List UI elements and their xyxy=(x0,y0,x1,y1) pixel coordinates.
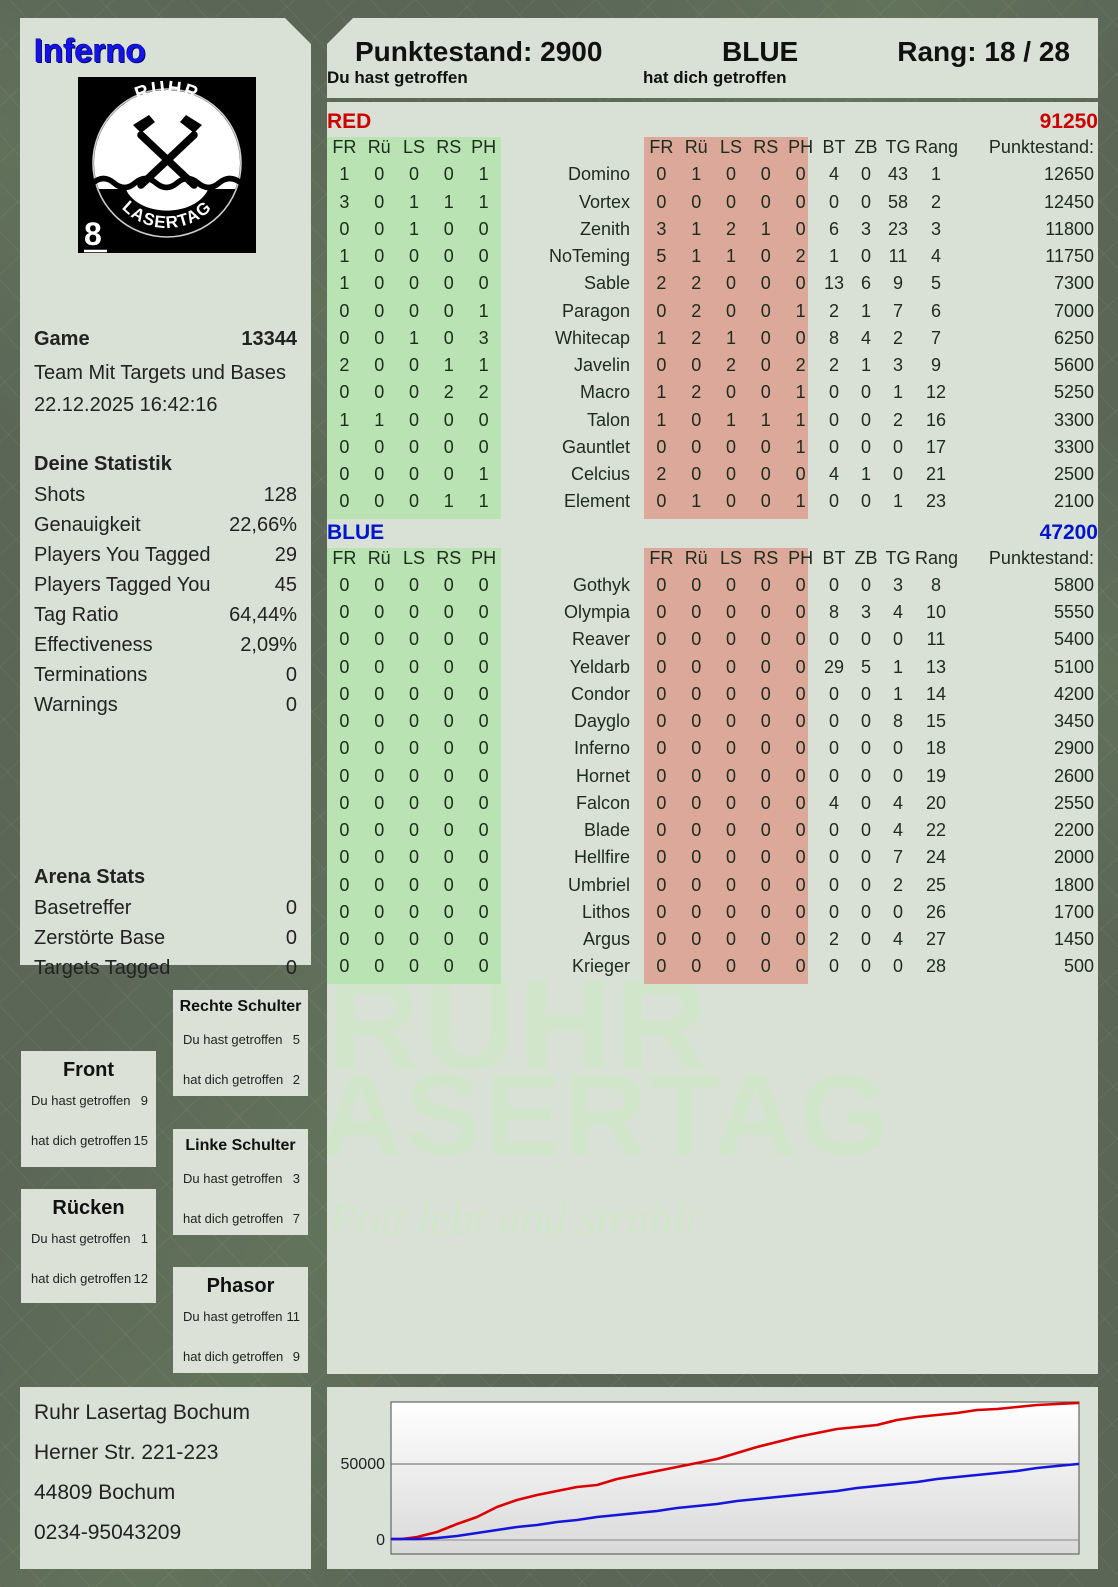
svg-text:0: 0 xyxy=(376,1532,385,1549)
svg-text:8: 8 xyxy=(84,216,102,252)
svg-text:50000: 50000 xyxy=(341,1456,386,1473)
